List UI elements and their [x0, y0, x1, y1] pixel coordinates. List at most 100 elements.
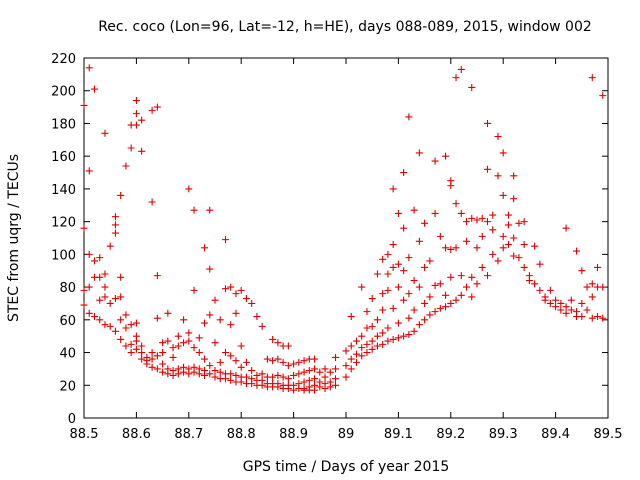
- data-point-plus: [394, 319, 402, 327]
- data-point-plus: [96, 296, 104, 304]
- data-point-plus: [248, 367, 256, 375]
- data-point-plus: [164, 337, 172, 345]
- data-point-plus: [153, 365, 161, 373]
- data-point-plus: [237, 378, 245, 386]
- data-point-plus: [269, 373, 277, 381]
- data-point-plus: [169, 353, 177, 361]
- data-point-plus: [415, 149, 423, 157]
- data-point-plus: [159, 368, 167, 376]
- data-point-plus: [185, 185, 193, 193]
- data-point-plus: [169, 344, 177, 352]
- data-point-plus: [148, 198, 156, 206]
- data-point-plus: [232, 309, 240, 317]
- data-point-plus: [321, 365, 329, 373]
- data-point-plus: [384, 250, 392, 258]
- data-point-plus: [80, 286, 88, 294]
- data-point-plus: [426, 311, 434, 319]
- data-point-plus: [546, 286, 554, 294]
- data-point-plus: [122, 311, 130, 319]
- data-point-plus: [316, 368, 324, 376]
- data-point-plus: [101, 321, 109, 329]
- data-point-plus: [90, 313, 98, 321]
- data-point-plus: [436, 232, 444, 240]
- data-point-plus: [373, 316, 381, 324]
- data-point-plus: [206, 370, 214, 378]
- data-point-plus: [80, 301, 88, 309]
- data-point-plus: [122, 324, 130, 332]
- data-point-plus: [195, 334, 203, 342]
- data-point-plus: [463, 237, 471, 245]
- data-point-plus: [358, 332, 366, 340]
- data-point-plus: [227, 370, 235, 378]
- data-point-plus: [321, 373, 329, 381]
- data-point-plus: [442, 152, 450, 160]
- data-point-plus: [394, 209, 402, 217]
- data-point-plus: [426, 293, 434, 301]
- data-point-plus: [552, 296, 560, 304]
- data-point-plus: [227, 321, 235, 329]
- data-point-plus: [452, 244, 460, 252]
- data-point-plus: [405, 331, 413, 339]
- data-point-plus: [195, 370, 203, 378]
- data-point-plus: [237, 286, 245, 294]
- data-point-plus: [452, 200, 460, 208]
- data-point-plus: [180, 316, 188, 324]
- data-point-plus: [583, 306, 591, 314]
- data-point-plus: [562, 303, 570, 311]
- data-point-plus: [227, 283, 235, 291]
- data-point-plus: [206, 362, 214, 370]
- data-point-plus: [452, 296, 460, 304]
- data-point-plus: [578, 313, 586, 321]
- chart-title: Rec. coco (Lon=96, Lat=-12, h=HE), days …: [98, 19, 592, 35]
- data-point-plus: [520, 263, 528, 271]
- data-point-plus: [352, 350, 360, 358]
- data-point-plus: [111, 229, 119, 237]
- data-point-plus: [190, 286, 198, 294]
- data-point-plus: [468, 214, 476, 222]
- data-point-plus: [80, 101, 88, 109]
- x-tick-label: 88.6: [122, 427, 151, 442]
- data-point-plus: [384, 270, 392, 278]
- data-point-plus: [164, 370, 172, 378]
- data-point-plus: [206, 311, 214, 319]
- data-point-plus: [263, 355, 271, 363]
- data-point-plus: [342, 362, 350, 370]
- data-point-plus: [232, 290, 240, 298]
- data-point-plus: [227, 352, 235, 360]
- data-point-plus: [379, 340, 387, 348]
- data-point-plus: [90, 85, 98, 93]
- y-tick-label: 20: [59, 379, 76, 394]
- data-point-plus: [211, 367, 219, 375]
- data-point-plus: [389, 263, 397, 271]
- y-tick-label: 140: [51, 183, 76, 198]
- data-point-plus: [447, 273, 455, 281]
- data-point-plus: [483, 218, 491, 226]
- data-point-plus: [242, 373, 250, 381]
- data-point-plus: [384, 286, 392, 294]
- data-point-plus: [352, 358, 360, 366]
- data-point-plus: [132, 345, 140, 353]
- data-point-plus: [483, 165, 491, 173]
- data-point-plus: [148, 106, 156, 114]
- data-point-plus: [185, 370, 193, 378]
- data-point-plus: [358, 283, 366, 291]
- data-point-plus: [562, 309, 570, 317]
- data-point-plus: [368, 337, 376, 345]
- y-tick-label: 60: [59, 314, 76, 329]
- data-point-plus: [138, 355, 146, 363]
- data-point-plus: [394, 283, 402, 291]
- data-point-plus: [221, 375, 229, 383]
- data-point-plus: [405, 290, 413, 298]
- data-point-plus: [174, 370, 182, 378]
- data-point-plus: [494, 257, 502, 265]
- data-point-plus: [510, 195, 518, 203]
- x-tick-label: 88.8: [227, 427, 256, 442]
- data-point-plus: [499, 244, 507, 252]
- y-tick-label: 0: [68, 412, 76, 427]
- data-point-plus: [90, 257, 98, 265]
- data-point-plus: [122, 162, 130, 170]
- data-point-plus: [489, 211, 497, 219]
- data-point-plus: [117, 191, 125, 199]
- data-point-plus: [447, 245, 455, 253]
- data-point-plus: [442, 303, 450, 311]
